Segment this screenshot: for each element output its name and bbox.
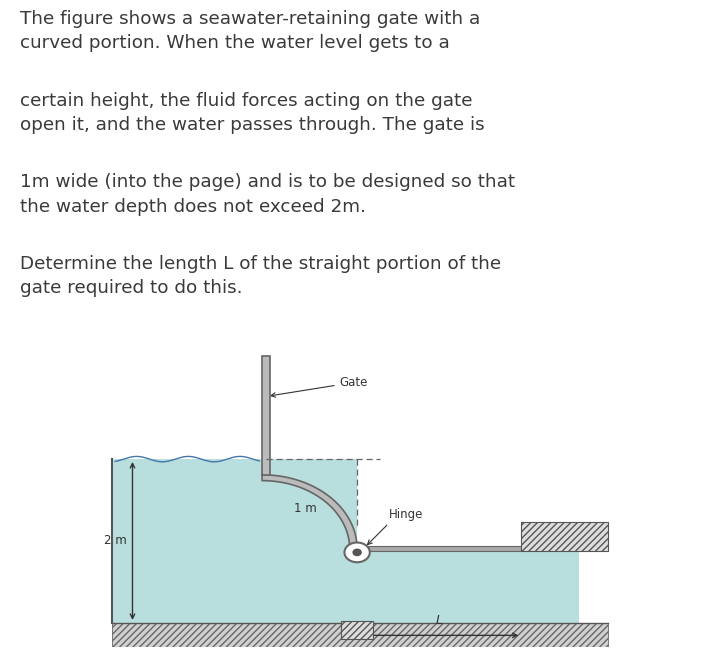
Bar [357, 546, 521, 551]
Text: 1m wide (into the page) and is to be designed so that
the water depth does not e: 1m wide (into the page) and is to be des… [20, 173, 516, 216]
Bar [112, 623, 608, 647]
Polygon shape [112, 459, 357, 623]
Text: certain height, the fluid forces acting on the gate
open it, and the water passe: certain height, the fluid forces acting … [20, 92, 485, 134]
Text: 2 m: 2 m [104, 534, 127, 547]
Bar [521, 523, 608, 551]
Circle shape [353, 549, 361, 555]
Polygon shape [262, 356, 269, 475]
Text: Hinge: Hinge [389, 508, 423, 521]
Text: The figure shows a seawater-retaining gate with a
curved portion. When the water: The figure shows a seawater-retaining ga… [20, 10, 480, 52]
Bar [112, 623, 608, 647]
Polygon shape [262, 475, 357, 549]
Circle shape [344, 543, 370, 562]
Text: Determine the length L of the straight portion of the
gate required to do this.: Determine the length L of the straight p… [20, 255, 501, 298]
Text: 1 m: 1 m [294, 502, 317, 515]
Polygon shape [357, 546, 579, 623]
Bar [341, 621, 373, 640]
Text: L: L [436, 614, 443, 627]
Text: Gate: Gate [340, 376, 368, 389]
